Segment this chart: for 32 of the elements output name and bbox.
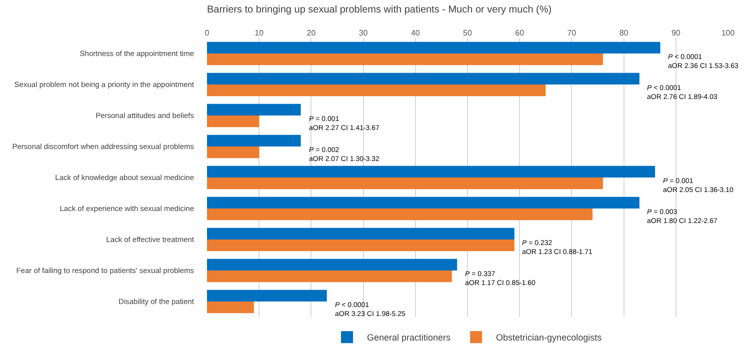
x-tick-label: 0 (204, 28, 210, 38)
chart-title: Barriers to bringing up sexual problems with patients - Much or very much (%) (207, 4, 552, 16)
bar (207, 54, 603, 66)
x-tick-label: 80 (619, 28, 629, 38)
bar (207, 270, 452, 282)
bar (207, 228, 514, 240)
x-tick-label: 70 (567, 28, 577, 38)
bar (207, 146, 260, 158)
x-tick-label: 40 (410, 28, 420, 38)
bar (207, 134, 301, 146)
x-tick-label: 60 (515, 28, 525, 38)
x-tick-label: 20 (306, 28, 316, 38)
bar (207, 258, 458, 270)
x-tick-label: 10 (254, 28, 264, 38)
bar (207, 240, 514, 252)
bar (207, 116, 260, 128)
bar (207, 166, 656, 178)
x-tick-label: 100 (721, 28, 736, 38)
bar (207, 208, 593, 220)
bar (207, 178, 603, 190)
x-tick-label: 90 (671, 28, 681, 38)
bar (207, 104, 301, 116)
legend-label: Obstetrician-gynecologists (496, 332, 602, 343)
bar (207, 196, 640, 208)
x-tick-label: 50 (463, 28, 472, 38)
bar (207, 72, 640, 84)
bar (207, 42, 660, 54)
legend-label: General practitioners (367, 332, 452, 343)
x-tick-label: 30 (358, 28, 368, 38)
bar (207, 290, 327, 302)
bar (207, 302, 254, 314)
bar (207, 84, 546, 96)
